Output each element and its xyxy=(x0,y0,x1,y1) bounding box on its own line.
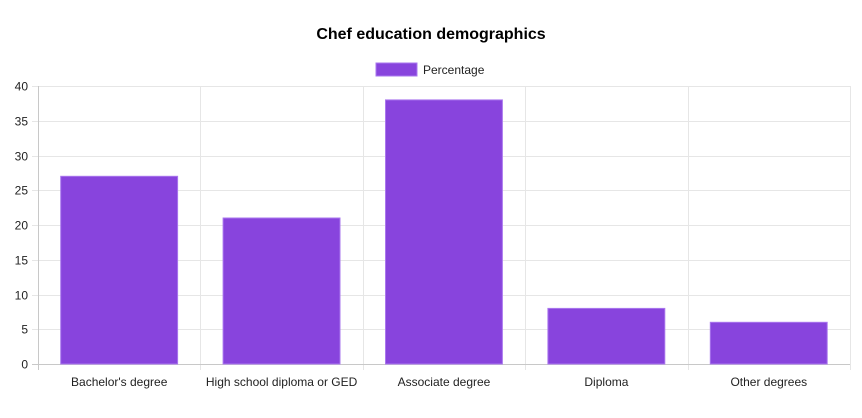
legend-label-percentage: Percentage xyxy=(423,63,485,77)
bars xyxy=(60,99,828,365)
legend-swatch-percentage xyxy=(375,62,418,77)
legend[interactable]: Percentage xyxy=(375,62,485,77)
y-tick-label: 0 xyxy=(21,358,28,372)
bar-bachelor-s-degree[interactable] xyxy=(60,175,179,365)
chart-title: Chef education demographics xyxy=(316,26,545,43)
y-tick-label: 40 xyxy=(15,80,29,94)
y-tick-label: 20 xyxy=(15,219,29,233)
y-axis-ticks: 0 5 10 15 20 25 30 35 40 xyxy=(15,80,29,372)
x-tick-label: Associate degree xyxy=(398,375,491,389)
y-tick-label: 30 xyxy=(15,150,29,164)
y-tick-label: 35 xyxy=(15,115,29,129)
bar-diploma[interactable] xyxy=(547,307,666,365)
bar-high-school-diploma-or-ged[interactable] xyxy=(222,217,341,365)
x-tick-label: Diploma xyxy=(584,375,628,389)
y-tick-label: 10 xyxy=(15,289,29,303)
bar-other-degrees[interactable] xyxy=(709,321,828,365)
y-tick-label: 5 xyxy=(21,323,28,337)
y-tick-label: 25 xyxy=(15,184,29,198)
y-tick-label: 15 xyxy=(15,254,29,268)
bar-associate-degree[interactable] xyxy=(385,99,503,365)
x-axis-ticks: Bachelor's degree High school diploma or … xyxy=(71,375,807,389)
x-tick-label: Bachelor's degree xyxy=(71,375,168,389)
x-tick-label: High school diploma or GED xyxy=(206,375,358,389)
x-tick-label: Other degrees xyxy=(730,375,807,389)
